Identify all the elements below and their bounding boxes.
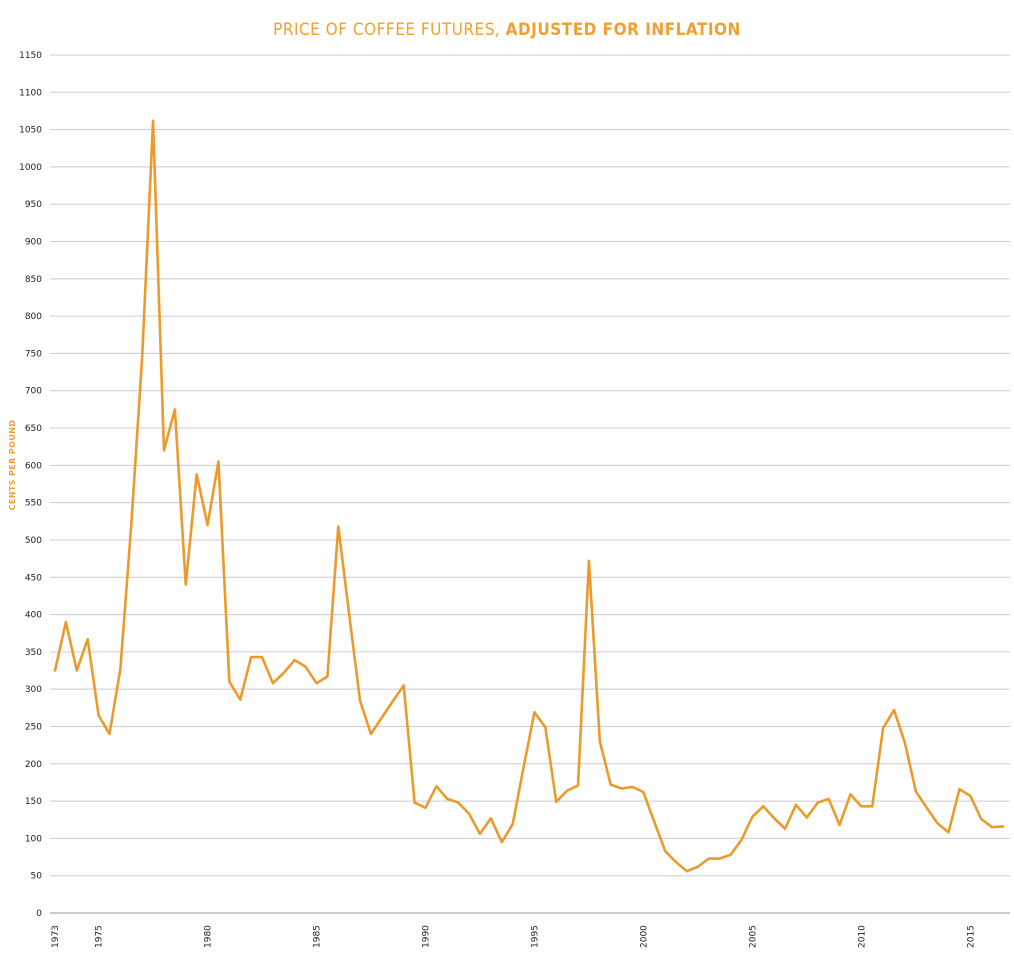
x-tick-label: 1975 (95, 925, 105, 948)
y-tick-label: 1050 (19, 126, 42, 136)
x-tick-label: 1985 (313, 925, 323, 948)
y-tick-label: 500 (25, 536, 42, 546)
x-tick-label: 2010 (857, 925, 867, 948)
y-tick-label: 50 (31, 872, 43, 882)
y-tick-label: 150 (25, 797, 42, 807)
y-tick-label: 900 (25, 238, 42, 248)
chart-title-regular: PRICE OF COFFEE FUTURES, (273, 20, 506, 40)
x-tick-label: 1973 (51, 925, 61, 948)
x-tick-label: 1980 (204, 925, 214, 948)
y-tick-label: 550 (25, 499, 42, 509)
y-tick-label: 250 (25, 722, 42, 732)
x-tick-label: 2015 (966, 925, 976, 948)
y-tick-label: 200 (25, 760, 42, 770)
x-tick-label: 2005 (748, 925, 758, 948)
chart-title: PRICE OF COFFEE FUTURES, ADJUSTED FOR IN… (0, 20, 1014, 40)
y-tick-label: 750 (25, 349, 42, 359)
y-tick-label: 950 (25, 200, 42, 210)
y-axis-label: CENTS PER POUND (8, 420, 17, 511)
y-tick-label: 800 (25, 312, 42, 322)
x-tick-label: 1995 (530, 925, 540, 948)
y-tick-label: 350 (25, 648, 42, 658)
y-tick-label: 1150 (19, 51, 42, 61)
y-tick-label: 1100 (19, 88, 42, 98)
y-tick-label: 850 (25, 275, 42, 285)
x-tick-label: 2000 (639, 925, 649, 948)
y-tick-label: 650 (25, 424, 42, 434)
y-tick-label: 1000 (19, 163, 42, 173)
y-tick-label: 700 (25, 387, 42, 397)
grid-lines (50, 54, 1010, 914)
chart-title-bold: ADJUSTED FOR INFLATION (505, 20, 741, 40)
x-tick-labels: 1973 1975 1980 1985 1990 1995 2000 2005 2010 2015 (51, 925, 976, 948)
x-tick-label: 1990 (421, 925, 431, 948)
y-tick-label: 450 (25, 573, 42, 583)
y-tick-label: 100 (25, 834, 42, 844)
y-tick-label: 300 (25, 685, 42, 695)
y-tick-label: 0 (36, 909, 42, 919)
y-tick-label: 600 (25, 461, 42, 471)
y-tick-labels: 0 50 100 150 200 250 300 350 400 450 500 550 600 650 7… (19, 51, 42, 919)
y-tick-label: 400 (25, 611, 42, 621)
series-line (53, 119, 1005, 873)
